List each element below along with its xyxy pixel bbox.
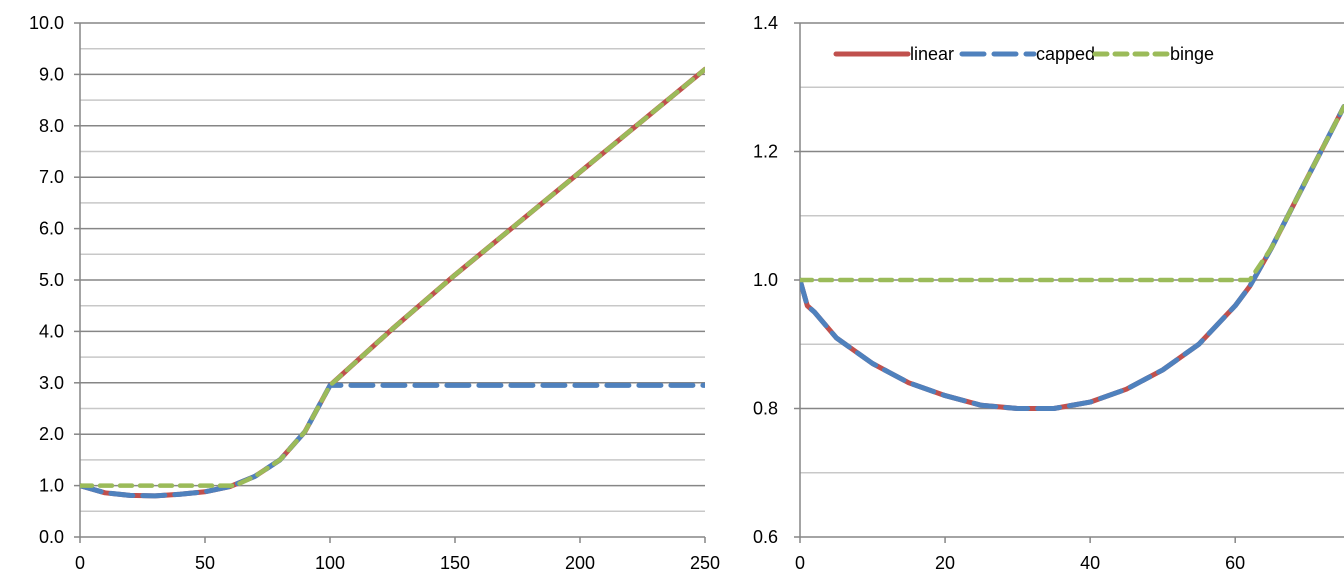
x-tick-label: 250 (690, 553, 720, 573)
x-tick-label: 150 (440, 553, 470, 573)
y-tick-label: 1.4 (753, 13, 778, 33)
y-tick-label: 1.2 (753, 142, 778, 162)
x-tick-label: 60 (1225, 553, 1245, 573)
series-line-linear (80, 66, 705, 499)
y-tick-label: 0.0 (39, 527, 64, 547)
legend-label-linear: linear (910, 44, 954, 64)
y-tick-label: 1.0 (753, 270, 778, 290)
y-tick-label: 1.0 (39, 476, 64, 496)
legend: linear capped binge (833, 44, 1214, 64)
y-tick-label: 6.0 (39, 219, 64, 239)
y-tick-label: 10.0 (29, 13, 64, 33)
series-line-capped (800, 104, 1344, 411)
x-tick-label: 50 (195, 553, 215, 573)
legend-label-binge: binge (1170, 44, 1214, 64)
y-tick-label: 8.0 (39, 116, 64, 136)
left-chart: 0.0 1.0 2.0 3.0 4.0 5.0 6.0 7.0 8.0 9.0 10.0 0 50 100… (29, 13, 720, 573)
y-tick-label: 2.0 (39, 424, 64, 444)
legend-label-capped: capped (1036, 44, 1095, 64)
x-tick-label: 40 (1080, 553, 1100, 573)
x-tick-label: 0 (795, 553, 805, 573)
y-tick-label: 7.0 (39, 167, 64, 187)
right-chart: 0.6 0.8 1.0 1.2 1.4 0 20 40 60 linear capped binge (753, 13, 1344, 573)
x-tick-label: 200 (565, 553, 595, 573)
y-tick-label: 5.0 (39, 270, 64, 290)
y-tick-label: 0.8 (753, 399, 778, 419)
x-tick-label: 100 (315, 553, 345, 573)
series-line-binge (800, 104, 1344, 283)
x-tick-label: 20 (935, 553, 955, 573)
y-tick-label: 4.0 (39, 321, 64, 341)
series-line-binge (80, 67, 705, 488)
series-line-capped (80, 382, 705, 499)
y-tick-label: 3.0 (39, 373, 64, 393)
x-tick-label: 0 (75, 553, 85, 573)
y-tick-label: 0.6 (753, 527, 778, 547)
y-tick-label: 9.0 (39, 64, 64, 84)
